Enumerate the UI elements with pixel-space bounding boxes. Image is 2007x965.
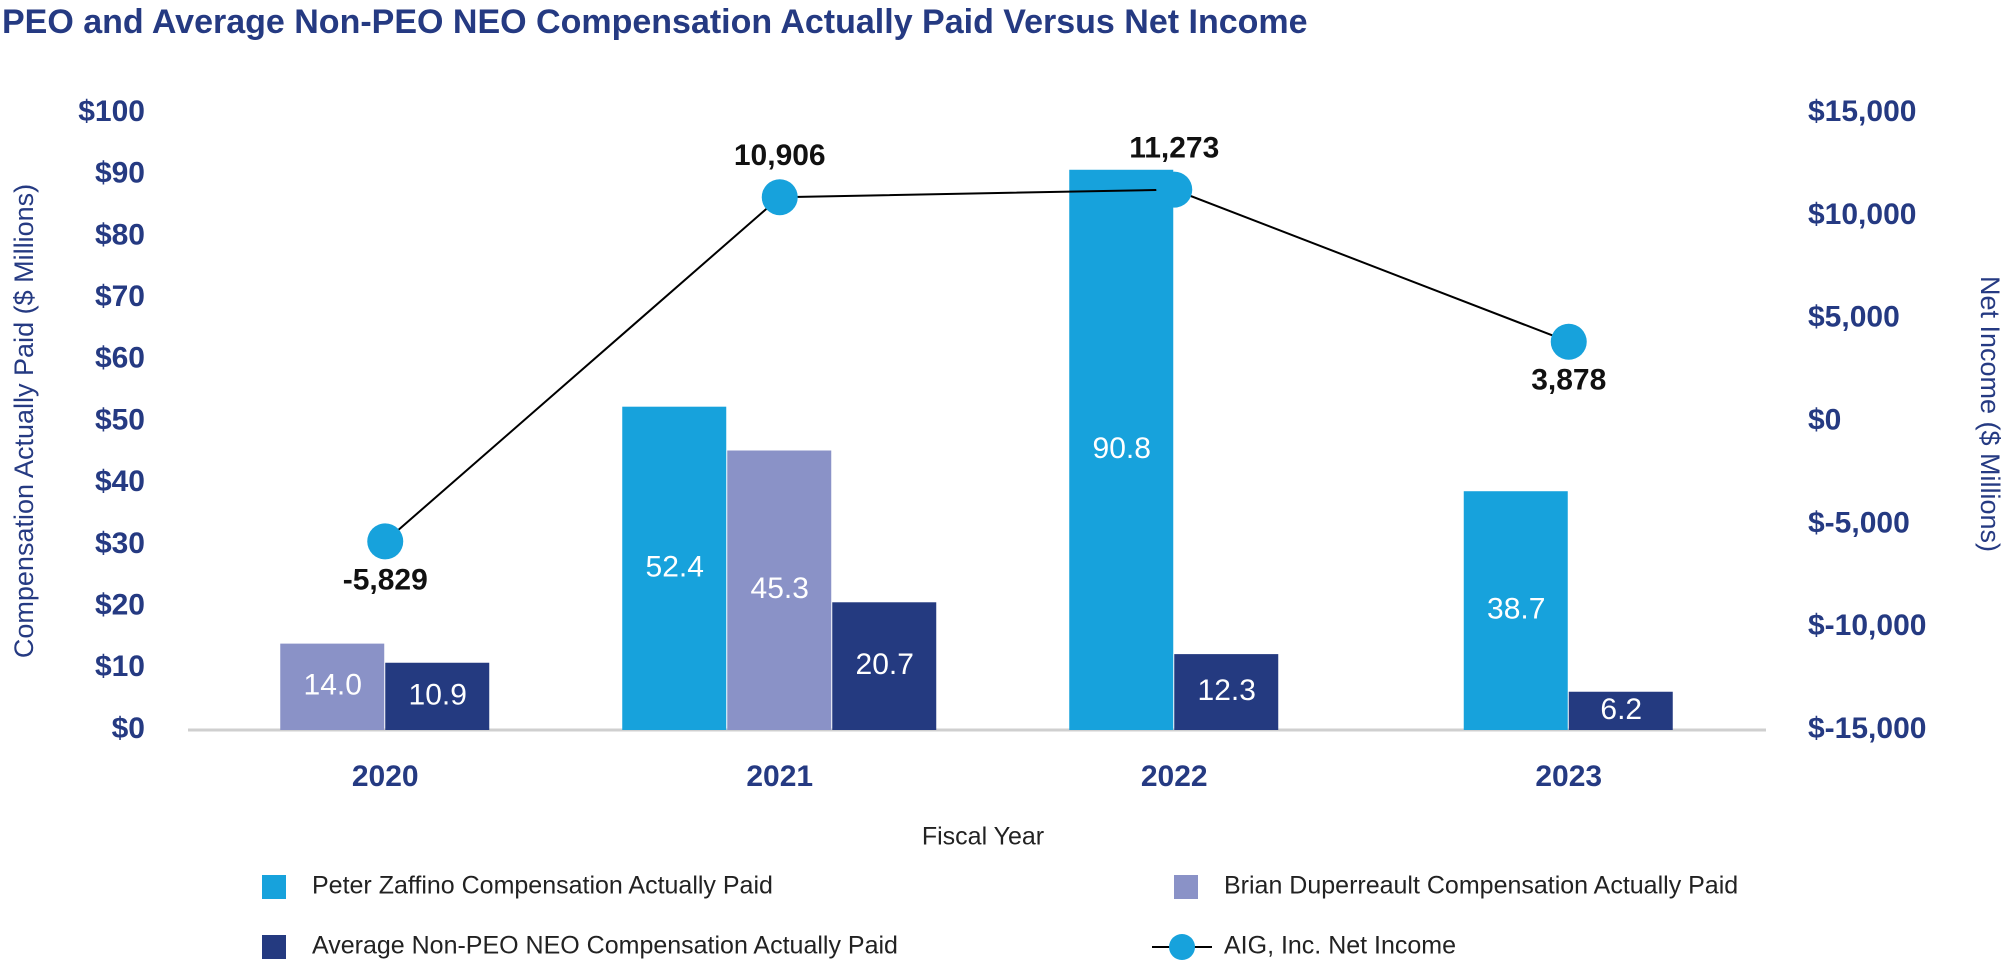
y-tick-label: $90 xyxy=(95,157,145,190)
bar xyxy=(1568,691,1673,730)
x-tick-label: 2023 xyxy=(1535,760,1602,793)
y-tick-label: $70 xyxy=(95,280,145,313)
legend-label: Peter Zaffino Compensation Actually Paid xyxy=(312,872,773,900)
y2-tick-label: $-15,000 xyxy=(1808,712,1926,745)
data-label: 10.9 xyxy=(409,678,467,711)
line-label: 11,273 xyxy=(1129,132,1219,165)
y-tick-label: $100 xyxy=(78,95,145,128)
data-label: 52.4 xyxy=(646,550,704,583)
y-tick-label: $40 xyxy=(95,465,145,498)
y-tick-label: $20 xyxy=(95,589,145,622)
data-label: 6.2 xyxy=(1600,693,1642,726)
x-tick-label: 2022 xyxy=(1141,760,1208,793)
y2-tick-label: $0 xyxy=(1808,403,1841,436)
bar xyxy=(280,643,385,730)
y2-tick-label: $5,000 xyxy=(1808,301,1900,334)
y-tick-label: $50 xyxy=(95,403,145,436)
y2-axis-title: Net Income ($ Millions) xyxy=(1975,276,2005,552)
y2-tick-label: $-5,000 xyxy=(1808,506,1910,539)
y-axis-title: Compensation Actually Paid ($ Millions) xyxy=(9,184,39,658)
data-label: 38.7 xyxy=(1487,593,1545,626)
bar xyxy=(1069,169,1174,730)
legend-swatch xyxy=(1174,875,1198,899)
line-label: 3,878 xyxy=(1531,364,1606,397)
y2-tick-label: $10,000 xyxy=(1808,198,1916,231)
y-tick-label: $30 xyxy=(95,527,145,560)
legend-label: Average Non-PEO NEO Compensation Actuall… xyxy=(312,932,898,960)
y-tick-label: $10 xyxy=(95,650,145,683)
bar xyxy=(1174,654,1279,730)
bar xyxy=(622,406,727,730)
x-axis-title: Fiscal Year xyxy=(922,823,1044,851)
legend-swatch xyxy=(262,935,286,959)
legend-swatch xyxy=(262,875,286,899)
line-marker xyxy=(367,523,404,560)
y-tick-label: $60 xyxy=(95,342,145,375)
data-label: 12.3 xyxy=(1198,674,1256,707)
data-label: 45.3 xyxy=(751,572,809,605)
data-label: 14.0 xyxy=(304,669,362,702)
line xyxy=(384,188,1570,543)
line-marker xyxy=(1156,171,1193,208)
chart-title: PEO and Average Non-PEO NEO Compensation… xyxy=(2,3,1308,41)
line-label: 10,906 xyxy=(734,139,826,172)
legend-label: AIG, Inc. Net Income xyxy=(1224,932,1456,960)
legend-marker xyxy=(1169,934,1195,960)
line-marker xyxy=(761,179,798,216)
y-tick-label: $80 xyxy=(95,218,145,251)
bar xyxy=(1463,491,1568,730)
bar xyxy=(727,450,832,730)
data-label: 20.7 xyxy=(856,648,914,681)
y2-tick-label: $15,000 xyxy=(1808,95,1916,128)
data-label: 90.8 xyxy=(1093,432,1151,465)
legend-label: Brian Duperreault Compensation Actually … xyxy=(1224,872,1738,900)
line-label: -5,829 xyxy=(343,563,428,596)
y-tick-label: $0 xyxy=(112,712,145,745)
y2-tick-label: $-10,000 xyxy=(1808,609,1926,642)
bar xyxy=(385,662,490,730)
bar xyxy=(832,602,937,730)
line-marker xyxy=(1550,323,1587,360)
x-tick-label: 2020 xyxy=(352,760,419,793)
x-tick-label: 2021 xyxy=(746,760,813,793)
